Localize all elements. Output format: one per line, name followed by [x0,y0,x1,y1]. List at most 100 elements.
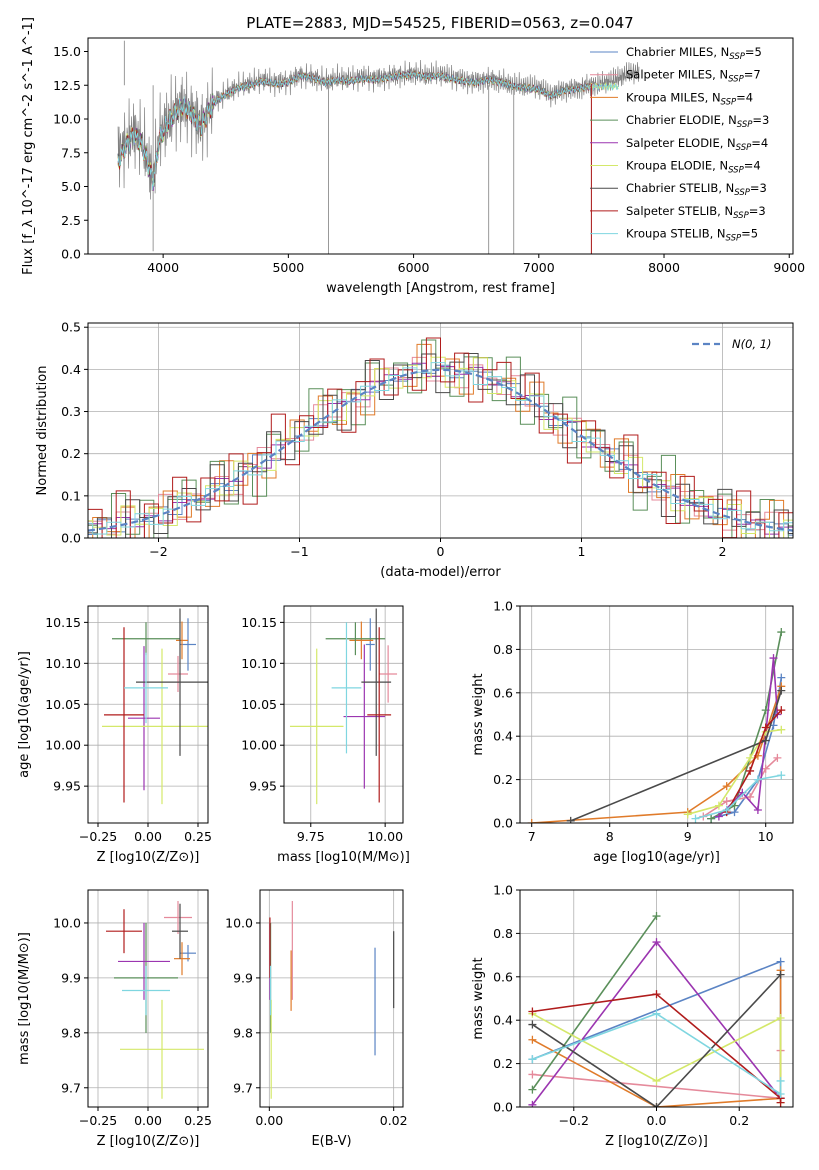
y-tick-label: 0.4 [61,362,81,377]
legend-entry: Kroupa STELIB, NSSP=5 [626,227,758,244]
weight-marker [528,1020,537,1029]
y-tick-label: 10.0 [53,915,81,930]
y-tick-label: 15.0 [53,44,81,59]
weight-marker [528,1035,537,1044]
panel-age_vs_mass: 9.75 10.00 9.95 10.00 10.05 10.10 10.15 mass [l… [241,605,410,865]
weight-marker [691,814,700,823]
y-tick-label: 0.0 [61,247,81,262]
y-tick-label: 0.4 [493,729,513,744]
y-tick-label: 12.5 [53,78,81,93]
weight-marker [761,736,770,745]
x-axis-label: mass [log10(M/M⊙)] [277,850,410,865]
axes-frame [519,889,794,1108]
weight-marker [777,686,786,695]
x-tick-label: 0.25 [184,829,212,844]
x-tick-label: −1 [290,544,308,559]
legend-entry: N(0, 1) [732,337,772,351]
weight-marker [566,816,575,823]
x-tick-label: 9.75 [297,829,325,844]
x-tick-label: 10 [758,829,774,844]
legend-value: =3 [749,204,766,218]
legend-entry: Chabrier STELIB, NSSP=3 [626,181,767,198]
weight-marker [746,766,755,775]
axes-frame [259,889,404,1108]
legend-subscript: SSP [729,52,745,62]
weight-marker [776,1014,785,1023]
y-tick-label: 10.15 [45,615,81,630]
x-tick-label: −0.2 [559,1113,589,1128]
x-tick-label: 0.00 [134,1113,162,1128]
weight-marker [776,957,785,966]
legend-value: =3 [752,113,769,127]
weight-marker [528,1055,537,1064]
model-spectrum-line [117,70,592,189]
x-tick-label: 7 [528,829,536,844]
x-tick-label: 5000 [272,260,304,275]
weight-marker [722,782,731,791]
y-tick-label: 10.0 [53,112,81,127]
axes-frame [519,605,794,824]
legend-value: =3 [750,181,767,195]
y-tick-label: 0.2 [61,446,81,461]
weight-marker [761,764,770,773]
weight-marker [773,753,782,762]
y-tick-label: 0.4 [493,1013,513,1028]
y-tick-label: 0.2 [493,1056,513,1071]
legend-label: Kroupa MILES, N [626,90,721,104]
x-tick-label: 0.2 [729,1113,749,1128]
legend-subscript: SSP [736,143,752,153]
panel-mass_vs_EBV: 0.00 0.02 9.7 9.8 9.9 10.0 E(B-V) [225,889,408,1149]
y-tick-label: 0.2 [493,772,513,787]
legend-value: =4 [751,136,768,150]
x-tick-label: 0.0 [647,1113,667,1128]
y-tick-label: 9.8 [61,1025,81,1040]
weight-marker [746,792,755,801]
weight-marker [722,797,731,806]
y-tick-label: 10.00 [241,738,277,753]
x-axis-label: wavelength [Angstrom, rest frame] [326,281,555,296]
legend-subscript: SSP [737,120,753,130]
panel-spectrum: 4000 5000 6000 7000 8000 9000 0.0 2.5 5.0 7.5 10.0… [21,17,805,296]
y-tick-label: 10.05 [241,697,277,712]
x-tick-label: 7000 [523,260,555,275]
x-axis-label: Z [log10(Z/Z⊙)] [97,850,200,865]
y-tick-label: 10.15 [241,615,277,630]
plot-area [289,608,398,805]
legend-label: Kroupa ELODIE, N [626,159,728,173]
plot-area [106,900,204,1099]
x-tick-label: 0.02 [380,1113,408,1128]
axes-frame [87,322,794,539]
x-tick-label: −0.25 [79,1113,117,1128]
legend-subscript: SSP [726,234,742,244]
legend-entry: Salpeter MILES, NSSP=7 [626,68,761,85]
y-tick-label: 0.8 [493,642,513,657]
axes-frame [87,37,794,255]
y-axis-label: mass [log10(M/M⊙)] [17,932,32,1065]
weight-marker [714,801,723,810]
legend-label: Kroupa STELIB, N [626,227,726,241]
legend-value: =4 [744,159,761,173]
weight-marker [527,819,536,823]
x-tick-label: 9000 [773,260,805,275]
x-tick-label: 8 [606,829,614,844]
legend-entry: Kroupa MILES, NSSP=4 [626,90,753,107]
y-tick-label: 0.6 [493,969,513,984]
axes-frame [283,605,404,824]
y-tick-label: 10.0 [225,915,253,930]
y-tick-label: 7.5 [61,145,81,160]
legend-value: =5 [741,227,758,241]
figure-title: PLATE=2883, MJD=54525, FIBERID=0563, z=0… [246,14,633,32]
y-tick-label: 5.0 [61,179,81,194]
weight-marker [528,1100,537,1107]
y-axis-label: Flux [f_λ 10^-17 erg cm^-2 s^-1 A^-1] [21,17,36,275]
y-tick-label: 0.8 [493,926,513,941]
histogram-step [88,337,793,538]
x-axis-label: E(B-V) [311,1134,351,1149]
x-tick-label: 10.00 [367,829,403,844]
legend-subscript: SSP [733,211,749,221]
plot-area [527,628,786,823]
y-tick-label: 0.1 [61,488,81,503]
panel-mass_vs_Z: −0.25 0.00 0.25 9.7 9.8 9.9 10.0 Z [log10(Z/Z⊙)… [17,889,212,1149]
gaussian-curve [88,368,793,532]
